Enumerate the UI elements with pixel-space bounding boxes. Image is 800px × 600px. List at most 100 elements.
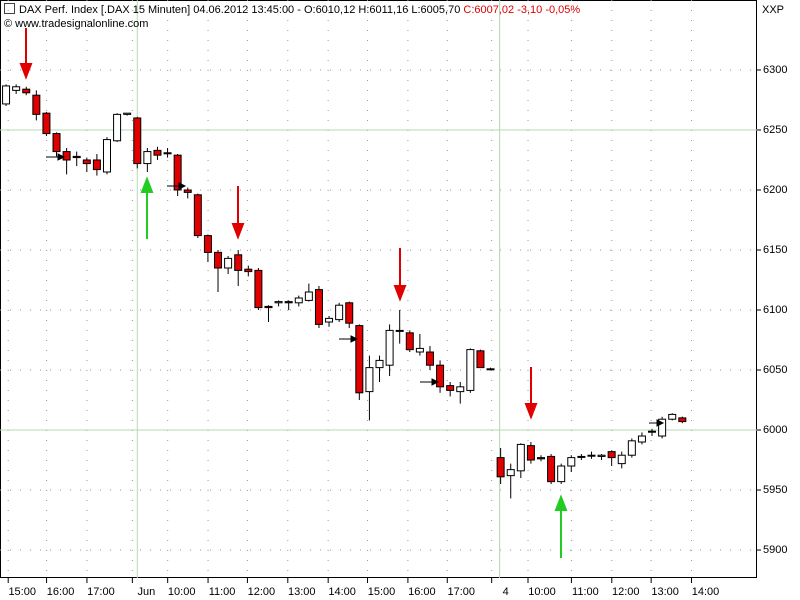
exit-arrowhead xyxy=(656,419,665,427)
x-tick-label: 10:00 xyxy=(528,586,556,598)
candle-body xyxy=(648,430,657,433)
candle-body xyxy=(385,329,394,366)
candle-body xyxy=(446,385,455,391)
candle-body xyxy=(607,451,616,459)
candle-body xyxy=(133,117,142,165)
candle-body xyxy=(617,454,626,465)
candle-body xyxy=(365,367,374,393)
candle-body xyxy=(395,329,404,332)
candle-body xyxy=(42,112,51,135)
candle-body xyxy=(102,139,111,173)
candle-body xyxy=(203,235,212,253)
candle-body xyxy=(244,268,253,273)
candle-body xyxy=(415,347,424,353)
candle-body xyxy=(456,386,465,393)
candle-body xyxy=(466,349,475,391)
candle-body xyxy=(668,413,677,420)
axes: 5900 5950 6000 6050 6100 6150 6200 6250 6300 15:0… xyxy=(7,64,787,598)
source: © www.tradesignalonline.com xyxy=(4,18,149,30)
symbol-code: XXP xyxy=(762,4,785,16)
x-tick-label: Jun xyxy=(137,586,155,598)
candle-body xyxy=(557,465,566,483)
header-text: DAX Perf. Index [.DAX 15 Minuten] 04.06.… xyxy=(19,4,461,16)
header-line: DAX Perf. Index [.DAX 15 Minuten] 04.06.… xyxy=(4,3,580,17)
candle-body xyxy=(658,418,667,437)
x-tick-label: 16:00 xyxy=(408,586,436,598)
candle-body xyxy=(183,189,192,193)
exit-arrowhead xyxy=(178,182,187,190)
x-tick-label: 17:00 xyxy=(87,586,115,598)
exit-arrowhead xyxy=(350,335,359,343)
sell-arrowhead xyxy=(19,63,33,80)
candle-body xyxy=(193,194,202,237)
candle-body xyxy=(637,435,646,443)
sell-arrowhead xyxy=(231,223,245,240)
candle-body xyxy=(597,454,606,457)
candle-body xyxy=(436,364,445,388)
candle-body xyxy=(254,269,263,309)
candle-body xyxy=(304,291,313,301)
candle-body xyxy=(32,94,41,115)
x-tick-label: 14:00 xyxy=(328,586,356,598)
candle-body xyxy=(486,368,495,371)
y-tick-label: 6150 xyxy=(763,244,787,256)
y-tick-label: 6000 xyxy=(763,424,787,436)
y-tick-label: 6100 xyxy=(763,304,787,316)
x-tick-label: 11:00 xyxy=(572,586,599,598)
candle-body xyxy=(82,159,91,165)
x-tick-label: 13:00 xyxy=(288,586,316,598)
candle-body xyxy=(113,113,122,142)
candle-body xyxy=(537,457,546,460)
candle-body xyxy=(284,301,293,304)
candle-body xyxy=(234,254,243,271)
header-change: C:6007,02 -3,10 -0,05% xyxy=(463,4,581,16)
candle-body xyxy=(294,297,303,304)
candle-body xyxy=(72,155,81,159)
candle-body xyxy=(123,112,132,115)
candle-body xyxy=(52,133,61,153)
candle-body xyxy=(405,332,414,351)
buy-arrowhead xyxy=(140,176,154,193)
x-tick-label: 11:00 xyxy=(209,586,236,598)
candle-body xyxy=(163,152,172,155)
candle-body xyxy=(496,457,505,478)
grid xyxy=(0,0,757,578)
candle-body xyxy=(506,469,515,477)
candles xyxy=(2,84,687,499)
candle-body xyxy=(264,305,273,309)
candle-body xyxy=(274,301,283,304)
y-tick-label: 6200 xyxy=(763,184,787,196)
y-tick-label: 6050 xyxy=(763,364,787,376)
x-tick-label: 12:00 xyxy=(612,586,640,598)
candle-body xyxy=(516,443,525,472)
candle-body xyxy=(143,151,152,165)
candle-body xyxy=(2,85,11,105)
candle-body xyxy=(345,302,354,324)
x-tick-label: 15:00 xyxy=(8,586,36,598)
x-tick-label: 10:00 xyxy=(168,586,196,598)
candle-body xyxy=(92,159,101,171)
y-tick-label: 6250 xyxy=(763,124,787,136)
signal-arrows xyxy=(19,28,665,558)
candle-body xyxy=(224,257,233,269)
candle-body xyxy=(476,350,485,369)
candle-body xyxy=(355,325,364,394)
y-tick-label: 6300 xyxy=(763,64,787,76)
candle-body xyxy=(425,351,434,366)
sell-arrowhead xyxy=(524,403,538,420)
candle-body xyxy=(678,417,687,423)
candle-body xyxy=(173,154,182,191)
plot-area xyxy=(0,0,757,578)
x-tick-label: 16:00 xyxy=(47,586,75,598)
candle-body xyxy=(325,317,334,323)
candle-body xyxy=(567,457,576,467)
y-tick-label: 5950 xyxy=(763,484,787,496)
candle-body xyxy=(62,151,71,161)
x-tick-label: 12:00 xyxy=(248,586,276,598)
x-tick-label: 15:00 xyxy=(368,586,396,598)
candle-body xyxy=(587,454,596,457)
candle-body xyxy=(375,359,384,369)
x-tick-label: 17:00 xyxy=(447,586,475,598)
